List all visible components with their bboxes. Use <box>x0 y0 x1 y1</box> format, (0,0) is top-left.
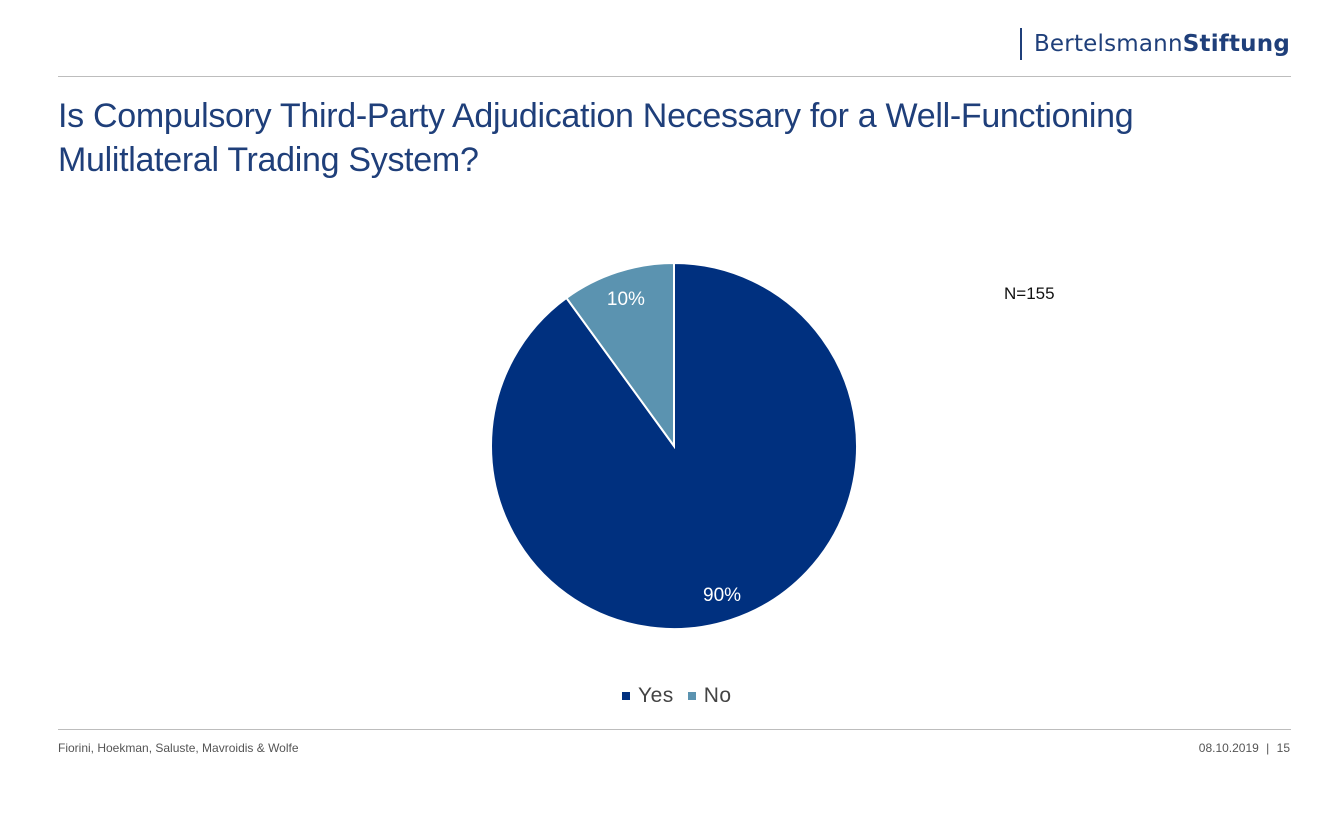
sample-size-label: N=155 <box>1004 284 1055 303</box>
header-divider <box>58 76 1291 77</box>
footer-divider <box>58 729 1291 730</box>
legend-label-no: No <box>703 684 732 707</box>
brand-name-part2: Stiftung <box>1182 31 1290 57</box>
chart-legend: Yes No <box>622 684 746 708</box>
footer-page-number: 15 <box>1276 741 1290 755</box>
legend-label-yes: Yes <box>638 684 674 707</box>
slide-title-line2: Mulitlateral Trading System? <box>58 141 479 179</box>
pie-label-yes: 90% <box>703 585 741 606</box>
footer-page-info: 08.10.2019 | 15 <box>1199 741 1290 755</box>
footer-date: 08.10.2019 <box>1198 741 1259 755</box>
legend-swatch-yes <box>622 692 630 700</box>
legend-item-yes: Yes <box>622 684 674 708</box>
pie-slice-no <box>565 261 675 450</box>
footer-separator: | <box>1266 741 1270 755</box>
slide-title: Is Compulsory Third-Party Adjudication N… <box>58 94 1308 182</box>
logo-divider <box>1019 28 1022 60</box>
pie-label-no: 10% <box>607 289 645 310</box>
legend-item-no: No <box>687 684 732 708</box>
slide-title-line1: Is Compulsory Third-Party Adjudication N… <box>58 97 1134 135</box>
brand-name-part1: Bertelsmann <box>1033 31 1183 57</box>
footer-authors: Fiorini, Hoekman, Saluste, Mavroidis & W… <box>58 741 299 755</box>
legend-swatch-no <box>687 692 696 700</box>
brand-logo: Bertelsmann Stiftung <box>1019 28 1290 60</box>
